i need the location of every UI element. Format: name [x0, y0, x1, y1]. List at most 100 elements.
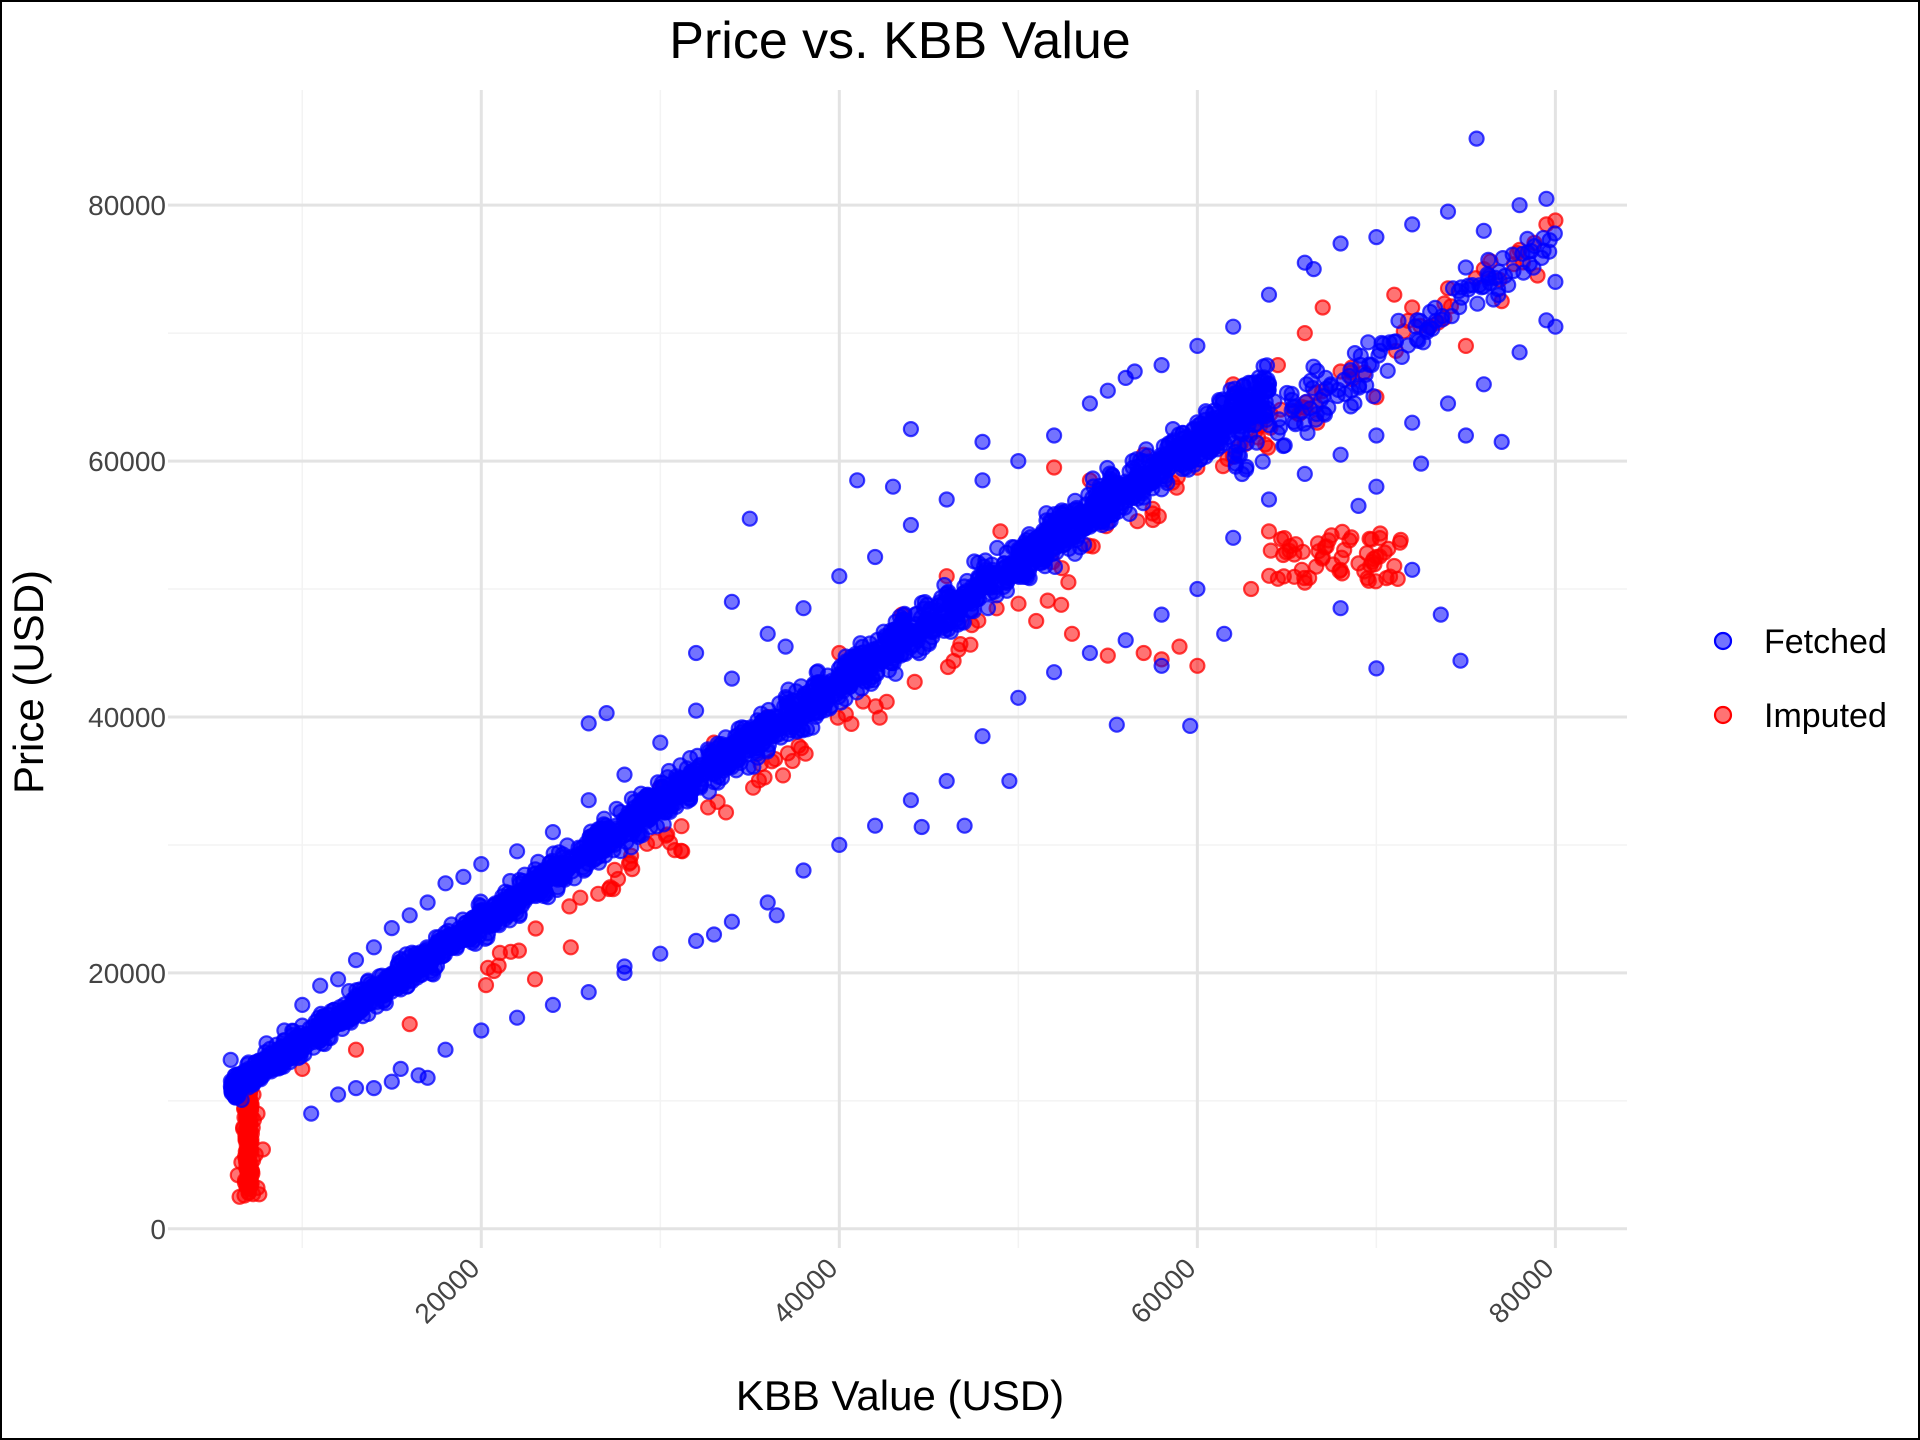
data-point	[545, 845, 562, 862]
data-point	[249, 1105, 266, 1122]
data-point	[1032, 543, 1050, 560]
data-point	[1511, 197, 1528, 214]
data-point	[231, 1067, 248, 1084]
data-point	[1379, 362, 1396, 379]
data-point	[561, 898, 578, 915]
data-point	[1475, 376, 1492, 393]
x-axis-title: KBB Value (USD)	[736, 1372, 1064, 1419]
data-point	[1493, 433, 1510, 450]
data-point	[473, 1022, 490, 1039]
data-point	[797, 745, 814, 762]
data-point	[252, 1071, 269, 1088]
data-point	[347, 1079, 365, 1097]
data-point	[763, 711, 780, 728]
data-point	[1124, 453, 1141, 470]
data-point	[866, 548, 884, 566]
data-point	[741, 510, 758, 527]
data-point	[1108, 716, 1125, 733]
x-tick-label: 20000	[409, 1252, 486, 1329]
data-point	[422, 952, 439, 970]
data-point	[674, 843, 691, 860]
data-point	[843, 715, 860, 733]
data-point	[1457, 259, 1474, 276]
data-point	[1361, 530, 1378, 548]
data-point	[1216, 413, 1233, 430]
data-point	[1151, 450, 1168, 467]
data-point	[1426, 299, 1444, 316]
data-point	[1389, 570, 1406, 588]
data-point	[974, 728, 991, 745]
data-point	[1076, 517, 1093, 534]
data-point	[1494, 250, 1511, 267]
data-point	[779, 745, 797, 762]
data-point	[849, 472, 866, 489]
data-point	[1314, 299, 1331, 316]
data-point	[580, 792, 597, 809]
data-point	[1368, 660, 1385, 677]
data-point	[485, 962, 502, 980]
data-point	[1432, 606, 1449, 623]
data-point	[673, 818, 690, 835]
y-tick-label: 40000	[88, 702, 166, 733]
data-point	[223, 1080, 240, 1097]
data-point	[1390, 312, 1407, 329]
data-point	[1457, 427, 1475, 444]
data-point	[795, 600, 812, 617]
data-point	[1144, 511, 1162, 529]
data-point	[1090, 513, 1107, 530]
data-point	[559, 837, 576, 854]
x-tick-label: 80000	[1483, 1252, 1560, 1329]
data-point	[1235, 378, 1252, 395]
data-point	[1251, 373, 1268, 390]
data-point	[992, 523, 1009, 540]
data-point	[598, 704, 615, 722]
data-point	[789, 722, 807, 739]
y-axis-ticks: 0 20000 40000 60000 80000	[88, 190, 166, 1245]
data-point	[588, 824, 605, 841]
data-point	[552, 858, 569, 875]
data-point	[527, 920, 544, 937]
y-tick-label: 20000	[88, 958, 166, 989]
data-point	[1386, 557, 1403, 575]
data-point	[508, 1009, 526, 1026]
data-point	[1182, 717, 1199, 735]
data-point	[251, 1186, 268, 1203]
data-point	[876, 627, 894, 645]
data-point	[1386, 286, 1403, 303]
data-point	[810, 682, 828, 699]
data-point	[902, 421, 920, 438]
data-point	[867, 698, 884, 715]
legend-item-imputed: Imputed	[1713, 697, 1887, 735]
chart-title: Price vs. KBB Value	[669, 12, 1130, 70]
data-point	[508, 843, 526, 860]
data-point	[1153, 606, 1170, 623]
data-point	[244, 1163, 261, 1180]
data-point	[968, 591, 985, 608]
data-point	[664, 783, 682, 801]
data-point	[616, 958, 633, 975]
data-point	[774, 767, 792, 784]
data-point	[723, 593, 741, 610]
data-point	[1248, 434, 1265, 451]
data-point	[687, 644, 705, 662]
data-point	[383, 919, 400, 937]
data-point	[635, 790, 652, 807]
data-point	[989, 539, 1006, 557]
data-point	[1001, 556, 1018, 574]
data-point	[526, 881, 543, 898]
data-point	[572, 889, 589, 906]
data-point	[1404, 216, 1421, 233]
data-point	[1137, 479, 1154, 496]
data-point	[1019, 569, 1036, 586]
data-point	[1039, 592, 1056, 609]
data-point	[235, 1120, 252, 1138]
data-point	[501, 904, 518, 921]
data-point	[1341, 532, 1358, 549]
data-point	[240, 1054, 257, 1071]
data-point	[1153, 357, 1170, 374]
data-point	[1314, 548, 1331, 566]
data-point	[229, 1166, 246, 1184]
data-point	[1010, 689, 1027, 706]
data-point	[930, 597, 947, 614]
